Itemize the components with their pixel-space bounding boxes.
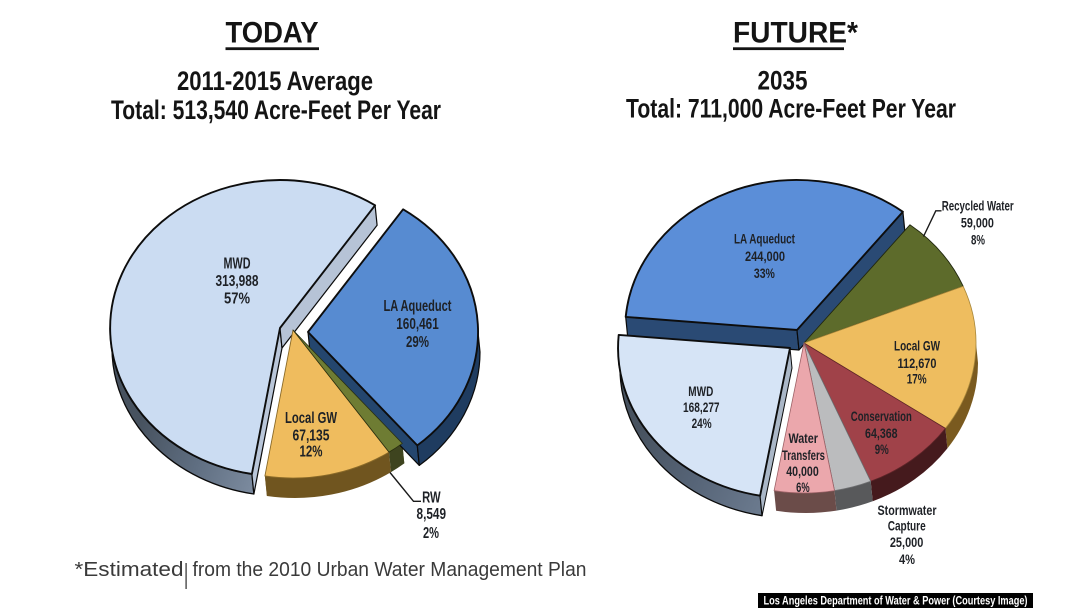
svg-text:64,368: 64,368 [865, 425, 898, 441]
svg-text:Total: 711,000 Acre-Feet Per Y: Total: 711,000 Acre-Feet Per Year [626, 94, 956, 124]
svg-text:Local GW: Local GW [894, 338, 941, 354]
svg-text:TODAY: TODAY [226, 17, 319, 50]
svg-text:8%: 8% [971, 231, 985, 247]
svg-text:MWD: MWD [224, 256, 251, 273]
svg-text:244,000: 244,000 [745, 248, 785, 264]
svg-text:24%: 24% [692, 415, 712, 431]
svg-text:Capture: Capture [888, 517, 926, 533]
svg-text:67,135: 67,135 [293, 427, 330, 444]
svg-text:MWD: MWD [688, 383, 713, 399]
svg-text:LA Aqueduct: LA Aqueduct [384, 298, 452, 315]
svg-text:Local GW: Local GW [285, 410, 337, 427]
svg-text:Los Angeles Department of Wate: Los Angeles Department of Water & Power … [764, 595, 1028, 607]
svg-text:Water: Water [788, 430, 818, 446]
svg-text:2%: 2% [423, 525, 439, 542]
svg-text:*Estimated: *Estimated [75, 559, 184, 581]
svg-text:12%: 12% [300, 444, 323, 461]
svg-text:59,000: 59,000 [961, 215, 994, 231]
svg-text:from the 2010 Urban Water Mana: from the 2010 Urban Water Management Pla… [193, 559, 587, 581]
svg-text:112,670: 112,670 [898, 355, 937, 371]
svg-text:33%: 33% [754, 265, 775, 281]
svg-text:313,988: 313,988 [216, 273, 259, 290]
svg-text:17%: 17% [907, 371, 927, 387]
svg-text:25,000: 25,000 [890, 534, 924, 550]
svg-text:LA Aqueduct: LA Aqueduct [734, 231, 795, 247]
svg-text:Stormwater: Stormwater [878, 502, 937, 518]
svg-text:2011-2015 Average: 2011-2015 Average [177, 66, 373, 96]
svg-text:6%: 6% [796, 479, 810, 495]
svg-text:9%: 9% [875, 441, 889, 457]
svg-text:4%: 4% [899, 551, 915, 567]
svg-text:168,277: 168,277 [683, 399, 720, 415]
svg-text:RW: RW [422, 490, 441, 507]
svg-text:Conservation: Conservation [851, 408, 912, 424]
svg-text:57%: 57% [224, 291, 250, 308]
svg-text:FUTURE*: FUTURE* [733, 17, 858, 50]
svg-text:Total: 513,540 Acre-Feet Per Y: Total: 513,540 Acre-Feet Per Year [111, 95, 441, 125]
svg-text:Transfers: Transfers [782, 447, 825, 463]
svg-text:Recycled Water: Recycled Water [942, 198, 1014, 214]
svg-text:160,461: 160,461 [396, 316, 439, 333]
svg-text:2035: 2035 [758, 66, 808, 96]
svg-text:29%: 29% [406, 334, 429, 351]
svg-text:40,000: 40,000 [786, 463, 819, 479]
svg-text:8,549: 8,549 [417, 506, 447, 523]
